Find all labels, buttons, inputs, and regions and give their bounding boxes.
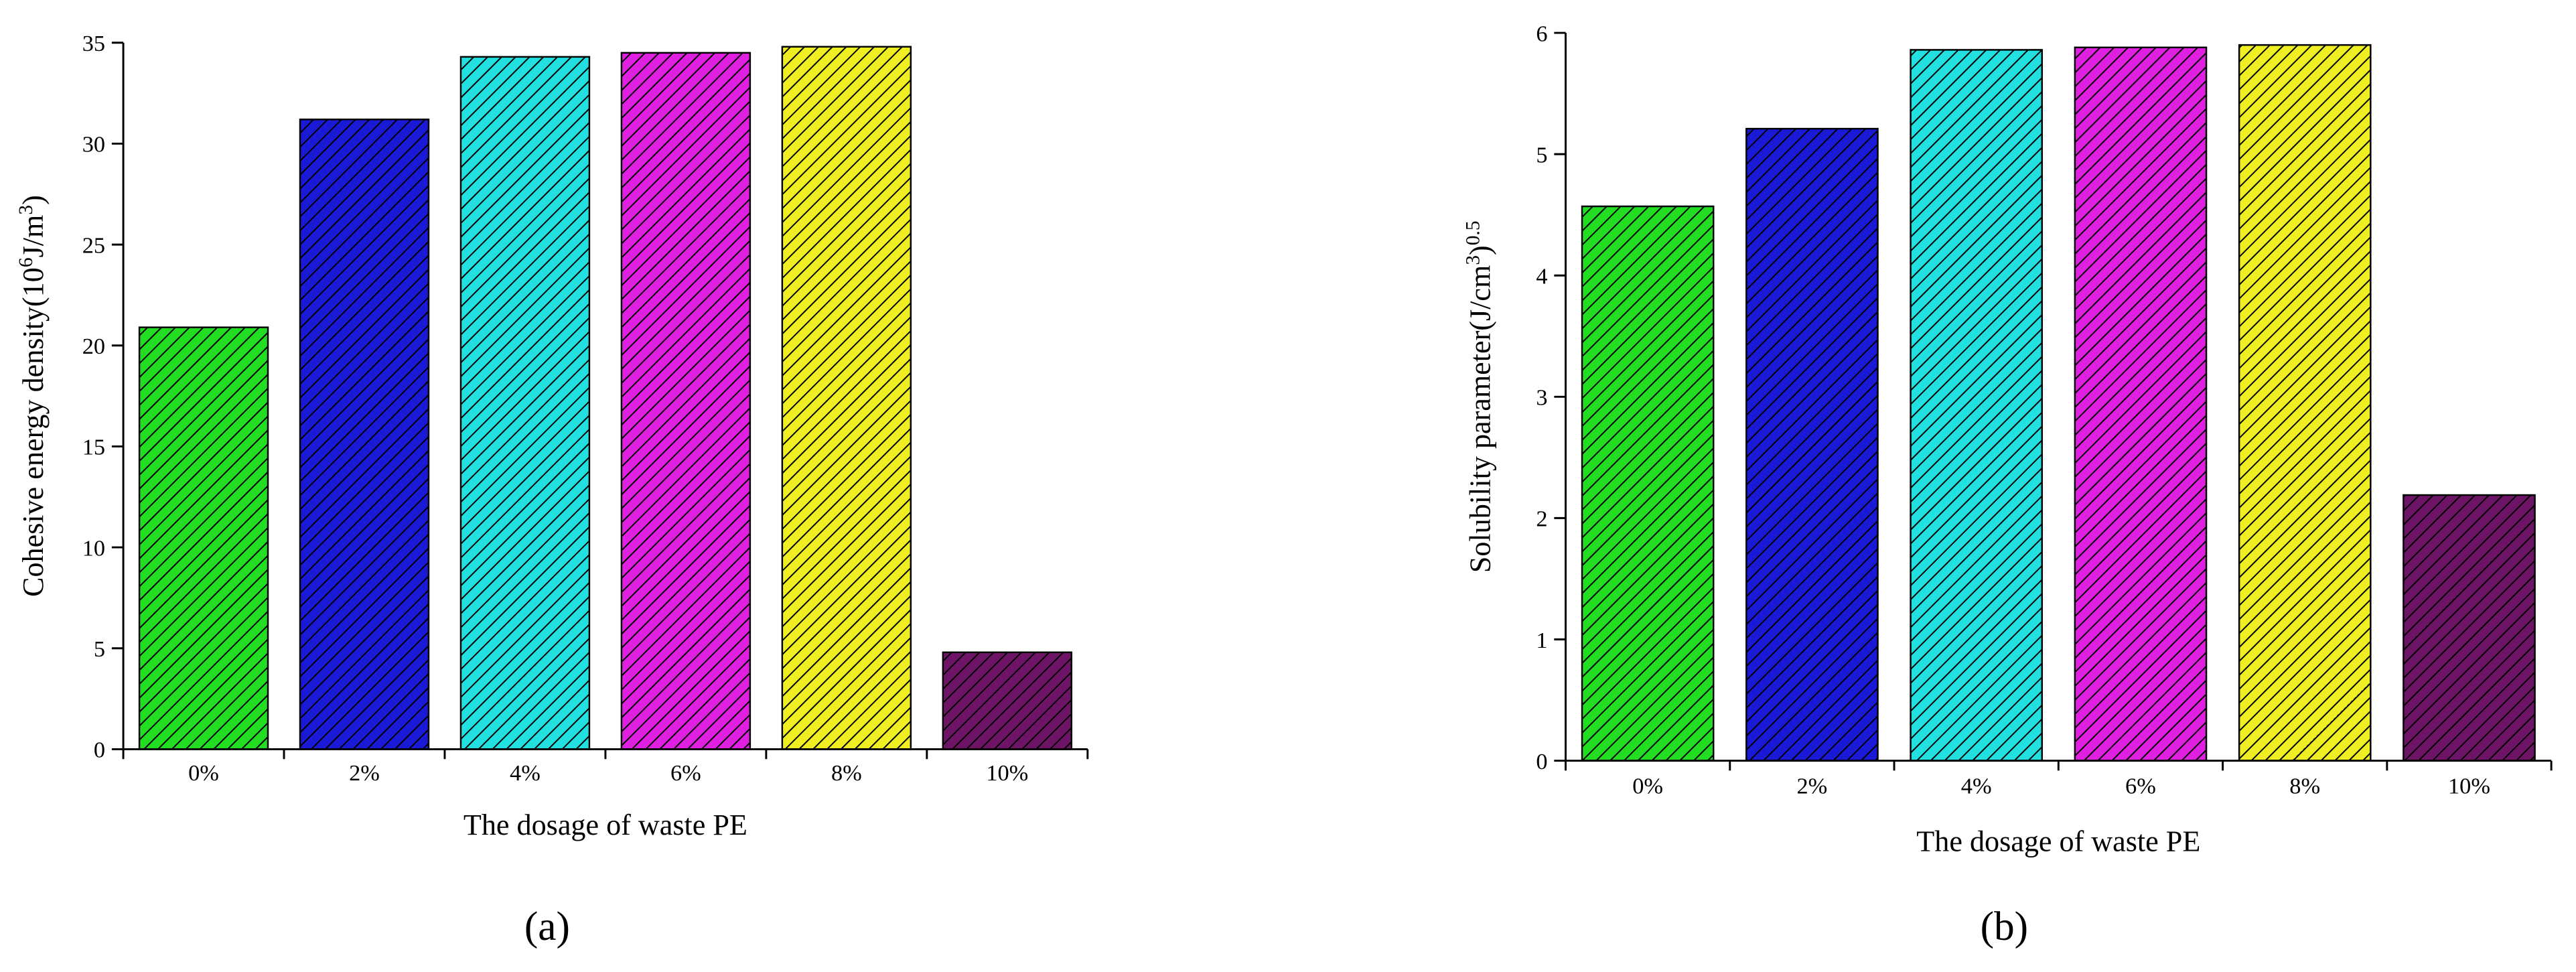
bar (620, 52, 752, 750)
y-tick-label: 10 (82, 535, 105, 561)
x-tick-label: 6% (2125, 774, 2156, 799)
y-tick-label: 3 (1536, 385, 1547, 411)
bar (1581, 205, 1715, 762)
x-tick-label: 8% (2289, 774, 2320, 799)
x-tick-label: 4% (510, 760, 541, 786)
y-tick-label: 4 (1536, 263, 1547, 289)
y-tick-label: 0 (1536, 749, 1547, 774)
y-tick-label: 5 (94, 636, 105, 662)
bar (1910, 49, 2044, 762)
y-tick-label: 6 (1536, 21, 1547, 46)
y-axis-label-part: 3 (1463, 255, 1484, 265)
x-tick-label: 2% (1797, 774, 1828, 799)
bar (2403, 494, 2536, 762)
bar (459, 56, 591, 750)
bar (138, 326, 269, 750)
bar (2074, 46, 2208, 762)
chart-panel: 0 1 2 3 4 5 6 0% 2% 4% 6% 8% 10% The dosage of waste … (1463, 21, 2553, 949)
y-axis-label-part: 3 (15, 205, 37, 215)
bar (2238, 44, 2372, 762)
y-axis-label-part: ) (1464, 245, 1497, 255)
y-tick-label: 2 (1536, 506, 1547, 532)
bar (299, 119, 430, 750)
x-axis-label: The dosage of waste PE (1916, 825, 2200, 857)
y-axis-label: Cohesive energy density(106J/m3) (15, 195, 50, 597)
y-axis-label-part: 6 (15, 257, 37, 267)
y-axis-label: Solubility parameter(J/cm3)0.5 (1463, 220, 1497, 573)
x-tick-label: 0% (1632, 774, 1663, 799)
x-tick-label: 10% (2448, 774, 2490, 799)
y-tick-label: 1 (1536, 628, 1547, 653)
y-tick-label: 35 (82, 31, 105, 56)
panel-label: (b) (1981, 904, 2028, 949)
y-tick-label: 0 (94, 738, 105, 763)
y-axis-label-part: J/m (17, 215, 50, 258)
y-axis-label-part: Solubility parameter(J/cm (1464, 265, 1497, 573)
x-tick-label: 4% (1961, 774, 1992, 799)
y-tick-label: 20 (82, 334, 105, 359)
x-tick-label: 0% (188, 760, 219, 786)
x-tick-label: 6% (670, 760, 701, 786)
y-tick-label: 25 (82, 232, 105, 258)
x-tick-label: 10% (986, 760, 1028, 786)
x-tick-label: 2% (349, 760, 380, 786)
x-axis-label: The dosage of waste PE (463, 809, 747, 841)
bar (1745, 127, 1879, 762)
y-axis-label-part: 0.5 (1463, 220, 1484, 245)
x-tick-label: 8% (831, 760, 862, 786)
bar (942, 651, 1073, 750)
chart-panel: 0 5 10 15 20 25 30 35 0% 2% 4% 6% 8% 10% The dosage of… (15, 31, 1089, 949)
bar (781, 46, 912, 750)
y-tick-label: 5 (1536, 142, 1547, 167)
panel-label: (a) (524, 904, 570, 949)
y-tick-label: 15 (82, 435, 105, 460)
y-axis-label-part: ) (17, 195, 50, 205)
y-tick-label: 30 (82, 132, 105, 157)
y-axis-label-part: Cohesive energy density(10 (17, 267, 50, 597)
